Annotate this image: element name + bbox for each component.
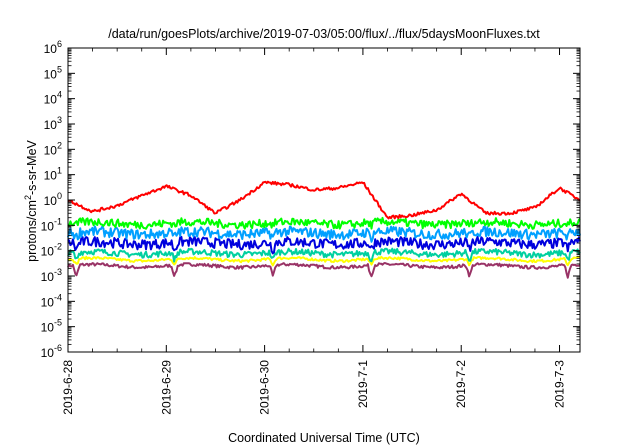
y-axis-label-pre: protons/cm: [25, 200, 39, 262]
x-tick-label: 2019-6-28: [61, 360, 75, 415]
y-tick-base: 10: [41, 245, 55, 259]
y-tick-base: 10: [44, 67, 58, 81]
y-tick-label: 10-1: [41, 216, 62, 233]
y-tick-label: 10-6: [41, 343, 62, 360]
y-tick-exponent: -1: [54, 216, 62, 226]
y-tick-exponent: 6: [57, 39, 62, 49]
chart-title: /data/run/goesPlots/archive/2019-07-03/0…: [108, 27, 540, 41]
y-tick-label: 105: [44, 64, 62, 81]
plot-frame: [67, 47, 581, 353]
y-tick-base: 10: [44, 169, 58, 183]
flux-series-7: [67, 262, 581, 279]
flux-series-5: [67, 247, 581, 263]
flux-series-6: [67, 255, 581, 267]
y-tick-label: 100: [44, 191, 62, 208]
x-tick-label: 2019-7-1: [356, 360, 370, 408]
y-tick-exponent: -4: [54, 292, 62, 302]
y-axis: 10-610-510-410-310-210-11001011021031041…: [41, 39, 580, 360]
y-tick-label: 10-3: [41, 267, 62, 284]
y-tick-base: 10: [44, 143, 58, 157]
flux-traces: [67, 180, 581, 279]
y-tick-base: 10: [44, 194, 58, 208]
y-tick-base: 10: [41, 321, 55, 335]
y-tick-label: 103: [44, 115, 62, 132]
y-tick-base: 10: [41, 295, 55, 309]
y-tick-exponent: -2: [54, 242, 62, 252]
y-axis-label-sup: 2: [23, 195, 33, 200]
flux-series-2: [67, 216, 581, 230]
y-tick-exponent: -5: [54, 318, 62, 328]
y-tick-label: 106: [44, 39, 62, 56]
y-tick-base: 10: [44, 118, 58, 132]
y-tick-label: 104: [44, 90, 62, 107]
flux-series-4: [67, 235, 581, 255]
y-tick-label: 102: [44, 140, 62, 157]
y-tick-exponent: -3: [54, 267, 62, 277]
y-tick-exponent: 0: [57, 191, 62, 201]
y-tick-label: 10-5: [41, 318, 62, 335]
y-tick-exponent: 5: [57, 64, 62, 74]
x-tick-label: 2019-7-3: [553, 360, 567, 408]
y-tick-base: 10: [41, 346, 55, 360]
x-tick-label: 2019-6-30: [258, 360, 272, 415]
y-tick-label: 10-2: [41, 242, 62, 259]
y-tick-exponent: 4: [57, 90, 62, 100]
y-tick-exponent: -6: [54, 343, 62, 353]
y-axis-label-post: -s-sr-MeV: [25, 139, 39, 195]
y-tick-label: 101: [44, 166, 62, 183]
y-axis-label: protons/cm2-s-sr-MeV: [23, 139, 39, 261]
y-tick-base: 10: [44, 93, 58, 107]
y-tick-label: 10-4: [41, 292, 62, 309]
y-tick-exponent: 1: [57, 166, 62, 176]
y-tick-base: 10: [44, 42, 58, 56]
flux-series-3: [67, 225, 581, 243]
y-tick-exponent: 2: [57, 140, 62, 150]
y-tick-exponent: 3: [57, 115, 62, 125]
y-tick-base: 10: [41, 270, 55, 284]
x-tick-label: 2019-7-2: [454, 360, 468, 408]
x-axis: 2019-6-28 2019-6-29 2019-6-30 2019-7-1 2019-…: [61, 48, 567, 415]
x-tick-label: 2019-6-29: [159, 360, 173, 415]
x-axis-label: Coordinated Universal Time (UTC): [228, 431, 420, 445]
y-tick-base: 10: [41, 219, 55, 233]
flux-series-1: [67, 180, 581, 220]
